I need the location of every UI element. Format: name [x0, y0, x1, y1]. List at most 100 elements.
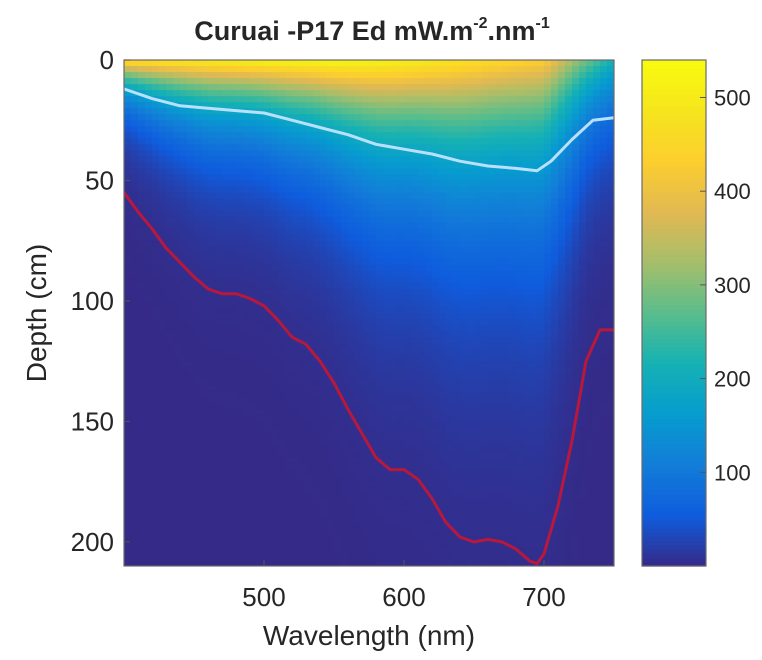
heatmap-cell — [250, 559, 258, 566]
heatmap-cell — [138, 553, 146, 561]
heatmap-cell — [362, 475, 370, 483]
heatmap-cell — [173, 240, 181, 248]
heatmap-cell — [292, 144, 300, 151]
heatmap-cell — [404, 523, 412, 531]
heatmap-cell — [369, 397, 377, 404]
heatmap-cell — [236, 192, 244, 200]
heatmap-cell — [362, 523, 370, 531]
heatmap-cell — [481, 168, 489, 176]
heatmap-cell — [376, 174, 384, 182]
heatmap-cell — [418, 144, 426, 151]
heatmap-cell — [495, 180, 503, 188]
heatmap-cell — [390, 78, 398, 85]
heatmap-cell — [488, 523, 496, 531]
heatmap-cell — [530, 72, 538, 79]
heatmap-cell — [397, 553, 405, 561]
heatmap-cell — [530, 487, 538, 495]
heatmap-cell — [236, 186, 244, 194]
heatmap-cell — [320, 337, 328, 344]
heatmap-cell — [446, 72, 454, 79]
heatmap-cell — [278, 186, 286, 194]
heatmap-cell — [467, 529, 475, 537]
heatmap-cell — [173, 132, 181, 139]
heatmap-cell — [292, 258, 300, 266]
heatmap-cell — [362, 451, 370, 459]
heatmap-cell — [152, 138, 160, 145]
heatmap-cell — [355, 343, 363, 350]
heatmap-cell — [488, 517, 496, 525]
heatmap-cell — [320, 535, 328, 543]
heatmap-cell — [278, 246, 286, 254]
heatmap-cell — [502, 355, 510, 362]
heatmap-cell — [187, 355, 195, 362]
heatmap-cell — [131, 331, 139, 338]
heatmap-cell — [355, 451, 363, 459]
heatmap-cell — [341, 150, 349, 157]
heatmap-cell — [432, 391, 440, 398]
heatmap-cell — [397, 78, 405, 85]
heatmap-cell — [250, 409, 258, 416]
heatmap-cell — [313, 174, 321, 182]
heatmap-cell — [369, 391, 377, 398]
heatmap-cell — [376, 349, 384, 356]
heatmap-cell — [320, 108, 328, 115]
heatmap-cell — [530, 415, 538, 423]
heatmap-cell — [173, 373, 181, 380]
heatmap-cell — [488, 228, 496, 236]
heatmap-cell — [236, 355, 244, 362]
heatmap-cell — [145, 264, 153, 272]
heatmap-cell — [362, 373, 370, 380]
heatmap-cell — [383, 264, 391, 272]
heatmap-cell — [334, 319, 342, 326]
heatmap-cell — [124, 162, 132, 170]
heatmap-cell — [264, 150, 272, 157]
heatmap-cell — [523, 156, 531, 163]
heatmap-cell — [390, 319, 398, 326]
heatmap-cell — [516, 108, 524, 115]
heatmap-cell — [425, 144, 433, 151]
heatmap-cell — [180, 547, 188, 555]
heatmap-cell — [453, 451, 461, 459]
heatmap-cell — [537, 264, 545, 272]
heatmap-cell — [516, 276, 524, 284]
heatmap-cell — [215, 282, 223, 290]
heatmap-cell — [159, 361, 167, 368]
heatmap-cell — [215, 439, 223, 447]
heatmap-cell — [271, 264, 279, 272]
heatmap-cell — [243, 415, 251, 423]
heatmap-cell — [432, 144, 440, 151]
heatmap-cell — [313, 150, 321, 157]
heatmap-cell — [292, 306, 300, 314]
heatmap-cell — [173, 198, 181, 206]
heatmap-cell — [397, 252, 405, 260]
heatmap-cell — [313, 553, 321, 561]
heatmap-cell — [166, 186, 174, 194]
heatmap-cell — [145, 258, 153, 266]
heatmap-cell — [208, 331, 216, 338]
heatmap-cell — [299, 204, 307, 212]
heatmap-cell — [278, 204, 286, 212]
heatmap-cell — [187, 553, 195, 561]
heatmap-cell — [509, 355, 517, 362]
heatmap-cell — [362, 96, 370, 103]
heatmap-cell — [376, 541, 384, 549]
heatmap-cell — [208, 102, 216, 109]
heatmap-cell — [432, 361, 440, 368]
heatmap-cell — [208, 535, 216, 543]
heatmap-cell — [264, 264, 272, 272]
heatmap-cell — [180, 276, 188, 284]
heatmap-cell — [439, 475, 447, 483]
heatmap-cell — [131, 222, 139, 230]
heatmap-cell — [159, 373, 167, 380]
heatmap-cell — [313, 114, 321, 121]
heatmap-cell — [362, 78, 370, 85]
heatmap-cell — [173, 463, 181, 471]
heatmap-cell — [187, 427, 195, 435]
heatmap-cell — [411, 451, 419, 459]
heatmap-cell — [138, 487, 146, 495]
heatmap-cell — [306, 445, 314, 453]
heatmap-cell — [327, 174, 335, 182]
heatmap-cell — [285, 523, 293, 531]
heatmap-cell — [460, 198, 468, 206]
heatmap-cell — [439, 126, 447, 133]
